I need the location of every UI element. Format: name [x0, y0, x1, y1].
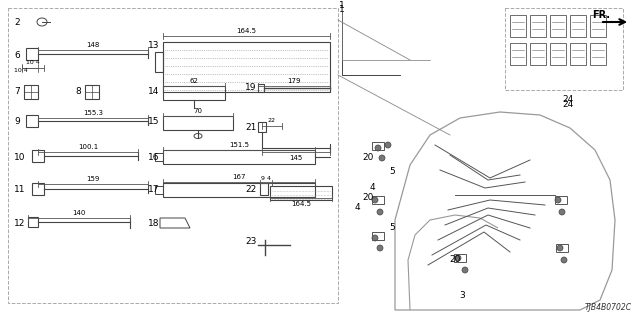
Text: 2: 2: [14, 18, 20, 27]
Text: 22: 22: [268, 118, 276, 124]
Text: 23: 23: [245, 237, 257, 246]
Bar: [163, 116, 233, 130]
Text: 9 4: 9 4: [261, 175, 271, 180]
Circle shape: [377, 209, 383, 215]
Bar: [26, 115, 38, 127]
Bar: [260, 183, 268, 195]
Bar: [163, 150, 315, 164]
Text: 5: 5: [389, 167, 395, 177]
Bar: [32, 183, 44, 195]
Bar: [8, 8, 338, 303]
Text: 179: 179: [287, 78, 301, 84]
Bar: [28, 217, 38, 227]
Bar: [550, 43, 566, 65]
Text: 100.1: 100.1: [78, 144, 98, 150]
Text: 20: 20: [362, 154, 374, 163]
Bar: [555, 196, 567, 204]
Text: 70: 70: [193, 108, 202, 114]
Text: 155.3: 155.3: [83, 110, 103, 116]
Text: 21: 21: [245, 123, 257, 132]
Text: 15: 15: [148, 117, 159, 126]
Text: 12: 12: [14, 220, 26, 228]
Text: 13: 13: [148, 41, 159, 50]
Text: FR.: FR.: [592, 10, 610, 20]
Text: 20: 20: [449, 255, 461, 265]
Text: 140: 140: [72, 210, 86, 216]
Text: 6: 6: [14, 51, 20, 60]
Text: 1: 1: [339, 1, 345, 10]
Text: TJB4B0702C: TJB4B0702C: [585, 303, 632, 312]
Circle shape: [385, 142, 391, 148]
Text: 8: 8: [75, 87, 81, 97]
Bar: [530, 43, 546, 65]
Text: 164.5: 164.5: [291, 201, 311, 207]
Bar: [85, 85, 99, 99]
Text: 145: 145: [289, 155, 303, 161]
Text: 10: 10: [14, 153, 26, 162]
Text: 164.5: 164.5: [237, 28, 257, 34]
Circle shape: [455, 255, 461, 261]
Text: 11: 11: [14, 186, 26, 195]
Bar: [155, 52, 163, 72]
Text: 159: 159: [86, 176, 100, 182]
Bar: [505, 8, 623, 90]
Bar: [556, 244, 568, 252]
Text: 62: 62: [189, 78, 198, 84]
Circle shape: [375, 145, 381, 151]
Text: 14: 14: [148, 87, 159, 97]
Text: 151.5: 151.5: [229, 142, 249, 148]
Text: 18: 18: [148, 220, 159, 228]
Bar: [26, 48, 38, 60]
Bar: [372, 196, 384, 204]
Text: 4: 4: [369, 183, 375, 193]
Bar: [570, 43, 586, 65]
Text: 148: 148: [86, 42, 100, 48]
Bar: [163, 183, 315, 197]
Bar: [155, 153, 163, 161]
Text: 10 4: 10 4: [14, 68, 28, 73]
Bar: [163, 86, 225, 100]
Circle shape: [372, 235, 378, 241]
Bar: [530, 15, 546, 37]
Bar: [510, 15, 526, 37]
Text: 9: 9: [14, 117, 20, 126]
Bar: [155, 186, 163, 194]
Bar: [570, 15, 586, 37]
Text: 4: 4: [354, 204, 360, 212]
Bar: [270, 186, 332, 200]
Text: 7: 7: [14, 87, 20, 97]
Circle shape: [559, 209, 565, 215]
Circle shape: [557, 245, 563, 251]
Bar: [372, 232, 384, 240]
Bar: [590, 43, 606, 65]
Text: 3: 3: [459, 291, 465, 300]
Circle shape: [561, 257, 567, 263]
Bar: [510, 43, 526, 65]
Text: 17: 17: [148, 186, 159, 195]
Circle shape: [372, 197, 378, 203]
Circle shape: [555, 197, 561, 203]
Bar: [32, 150, 44, 162]
Text: 20: 20: [362, 194, 374, 203]
Circle shape: [377, 245, 383, 251]
Circle shape: [462, 267, 468, 273]
Bar: [372, 142, 384, 150]
Text: 1: 1: [339, 5, 345, 14]
Text: 10 4: 10 4: [26, 60, 40, 66]
Text: 167: 167: [232, 174, 246, 180]
Text: 16: 16: [148, 153, 159, 162]
Bar: [163, 42, 330, 92]
Text: 5: 5: [389, 223, 395, 233]
Bar: [258, 84, 264, 92]
Bar: [590, 15, 606, 37]
Bar: [550, 15, 566, 37]
Text: 24: 24: [563, 100, 573, 109]
Bar: [258, 122, 266, 132]
Text: 19: 19: [245, 84, 257, 92]
Bar: [24, 85, 38, 99]
Circle shape: [379, 155, 385, 161]
Text: 24: 24: [563, 95, 573, 105]
Bar: [454, 254, 466, 262]
Text: 22: 22: [245, 186, 256, 195]
